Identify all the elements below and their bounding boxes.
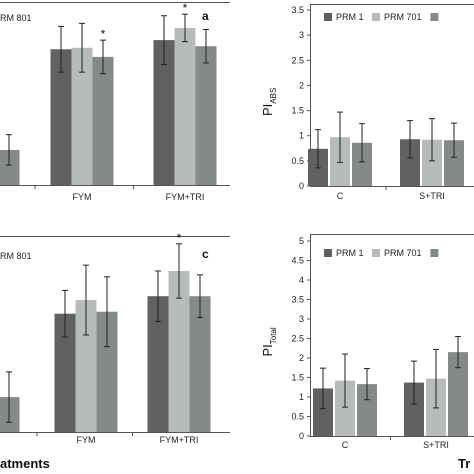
bar — [174, 27, 196, 185]
legend-swatch — [324, 249, 332, 257]
bar — [50, 49, 72, 186]
bar — [357, 384, 377, 436]
y-axis-label-main: PI — [260, 344, 275, 356]
chart-b-svg: 0 0.5 1 1.5 2 2.5 3 3.5 PIABS C S+TRI PRM 1 PRM 701 — [260, 4, 474, 201]
panel-b: 0 0.5 1 1.5 2 2.5 3 3.5 PIABS C S+TRI PRM 1 PRM 701 — [248, 0, 474, 205]
bar — [448, 352, 468, 436]
bar — [153, 40, 175, 185]
legend-swatch — [430, 249, 439, 257]
bar — [444, 140, 464, 186]
x-tick-label: C — [342, 440, 349, 450]
bar — [400, 139, 420, 186]
y-tick-label: 3.5 — [291, 5, 304, 15]
x-tick-label: FYM — [77, 435, 96, 445]
y-axis-label: PIABS — [260, 88, 278, 116]
bar — [335, 380, 355, 436]
panel-letter: a — [202, 9, 209, 23]
x-axis-title-left: atments — [0, 456, 50, 471]
x-tick-label: FYM+TRI — [160, 435, 199, 445]
y-tick-label: 2 — [299, 353, 304, 363]
legend-swatch — [372, 13, 380, 21]
y-tick-label: 3.5 — [291, 295, 304, 305]
y-tick-label: 2.5 — [291, 55, 304, 65]
x-tick-label: FYM — [73, 192, 92, 202]
bar — [195, 46, 217, 185]
y-tick-label: 2 — [299, 80, 304, 90]
legend-label: PRM 1 — [336, 12, 364, 22]
significance-asterisk: * — [177, 231, 182, 245]
y-tick-label: 3 — [299, 30, 304, 40]
x-axis-title-right: Tr — [458, 456, 471, 471]
bar — [313, 388, 333, 436]
bar — [189, 296, 211, 432]
y-tick-label: 1.5 — [291, 373, 304, 383]
significance-asterisk: * — [101, 27, 106, 41]
bar — [92, 56, 114, 186]
y-axis-label-sub: ABS — [269, 88, 278, 104]
y-axis-label: PITotal — [260, 327, 278, 356]
legend-entry-partial: RM 801 — [0, 251, 32, 261]
y-tick-label: 2.5 — [291, 334, 304, 344]
legend-swatch — [372, 249, 380, 257]
y-tick-label: 1 — [299, 392, 304, 402]
x-tick-label: C — [337, 191, 344, 201]
legend-swatch — [430, 13, 439, 21]
bar — [168, 270, 190, 432]
y-tick-label: 4 — [299, 275, 304, 285]
legend-entry-partial: RM 801 — [0, 13, 32, 23]
legend-label: PRM 701 — [384, 12, 422, 22]
x-tick-label: S+TRI — [419, 191, 445, 201]
panel-letter: c — [202, 247, 209, 261]
y-tick-label: 1 — [299, 131, 304, 141]
bar — [75, 300, 97, 432]
bar — [96, 311, 118, 432]
significance-asterisk: * — [183, 1, 188, 15]
y-tick-label: 4.5 — [291, 256, 304, 266]
y-axis-label-main: PI — [260, 104, 275, 116]
legend-swatch — [324, 13, 332, 21]
x-tick-label: S+TRI — [423, 440, 449, 450]
y-tick-label: 0.5 — [291, 156, 304, 166]
legend-label: PRM 701 — [384, 248, 422, 258]
bar — [54, 313, 76, 432]
y-tick-label: 0.5 — [291, 412, 304, 422]
legend-label: PRM 1 — [336, 248, 364, 258]
y-axis-label-sub: Total — [269, 327, 278, 344]
y-tick-label: 3 — [299, 314, 304, 324]
bar — [404, 382, 424, 436]
chart-d-svg: 0 0.5 1 1.5 2 2.5 3 3.5 4 4.5 5 PITotal C S+TRI PRM 1 P… — [260, 234, 474, 450]
y-tick-label: 0 — [299, 181, 304, 191]
bar — [422, 139, 442, 186]
bar — [352, 142, 372, 186]
bar — [147, 296, 169, 432]
y-tick-label: 0 — [299, 431, 304, 441]
panel-d: 0 0.5 1 1.5 2 2.5 3 3.5 4 4.5 5 PITotal C S+TRI PRM 1 P… — [248, 230, 474, 460]
bar — [0, 397, 20, 432]
x-tick-label: FYM+TRI — [166, 192, 205, 202]
bar — [71, 47, 93, 185]
bar — [0, 149, 20, 185]
y-tick-label: 1.5 — [291, 106, 304, 116]
y-tick-label: 5 — [299, 236, 304, 246]
